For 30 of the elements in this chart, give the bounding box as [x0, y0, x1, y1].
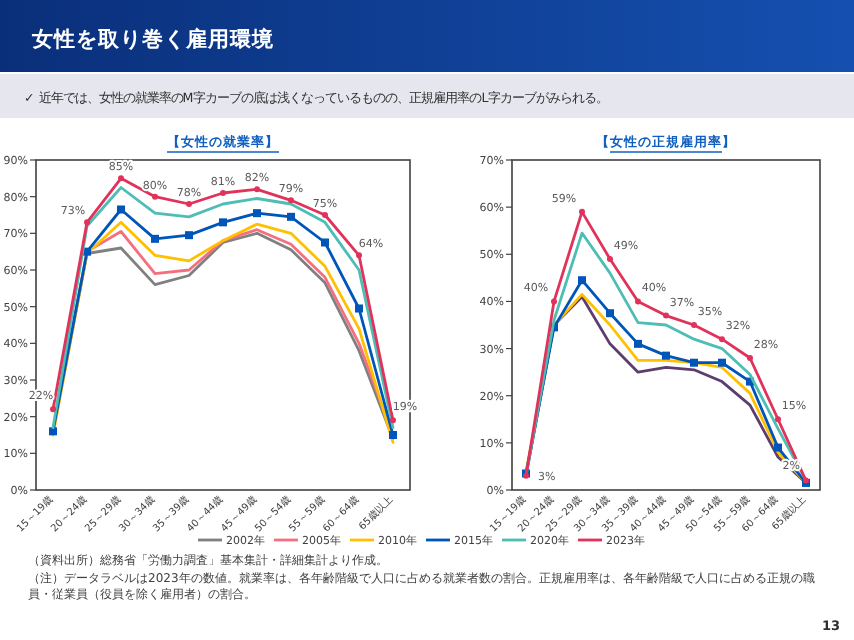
point	[287, 212, 295, 221]
point	[606, 309, 614, 318]
point	[634, 339, 642, 348]
point	[551, 298, 557, 305]
point	[253, 209, 261, 218]
text: 女性を取り巻く雇用環境	[30, 26, 276, 52]
point	[118, 175, 124, 182]
point	[719, 336, 725, 343]
point	[288, 197, 294, 204]
point	[50, 406, 56, 413]
point	[254, 186, 260, 193]
point	[718, 358, 726, 367]
point	[356, 252, 362, 259]
point	[219, 218, 227, 227]
point	[775, 416, 781, 423]
point	[635, 298, 641, 305]
point	[389, 431, 397, 439]
point	[49, 427, 57, 436]
point	[185, 231, 193, 240]
point	[662, 351, 670, 360]
point	[690, 358, 698, 367]
point	[774, 443, 782, 452]
point	[355, 304, 363, 313]
point	[321, 238, 329, 247]
point	[151, 234, 159, 243]
point	[117, 205, 125, 214]
point	[578, 276, 586, 285]
point	[152, 193, 158, 200]
point	[390, 417, 396, 424]
point	[663, 312, 669, 319]
